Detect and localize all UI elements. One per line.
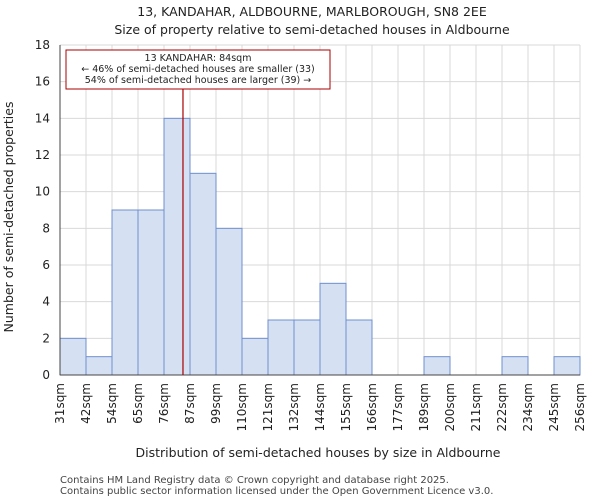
x-tick-label: 99sqm	[209, 383, 223, 424]
y-tick-label: 16	[35, 75, 50, 89]
footer-line-2: Contains public sector information licen…	[60, 486, 493, 497]
histogram-bar	[501, 356, 529, 376]
x-tick-label: 76sqm	[157, 383, 171, 424]
x-tick-label: 121sqm	[261, 383, 275, 431]
x-tick-label: 234sqm	[521, 383, 535, 431]
annotation-box	[65, 49, 331, 90]
y-axis-title: Number of semi-detached properties	[1, 102, 16, 333]
histogram-bar	[85, 356, 113, 376]
y-tick-label: 2	[42, 331, 50, 345]
histogram-bar	[553, 356, 581, 376]
x-tick-label: 155sqm	[339, 383, 353, 431]
footer-line-1: Contains HM Land Registry data © Crown c…	[60, 475, 449, 486]
x-tick-label: 245sqm	[547, 383, 561, 431]
x-tick-label: 200sqm	[443, 383, 457, 431]
x-tick-label: 54sqm	[105, 383, 119, 424]
x-tick-label: 65sqm	[131, 383, 145, 424]
annotation-smaller: ← 46% of semi-detached houses are smalle…	[81, 64, 315, 75]
bars-group	[59, 117, 581, 376]
annotation-larger: 54% of semi-detached houses are larger (…	[85, 75, 312, 86]
x-tick-label: 189sqm	[417, 383, 431, 431]
histogram-bar	[319, 282, 347, 376]
y-tick-label: 18	[35, 38, 50, 52]
histogram-bar	[189, 172, 217, 376]
x-tick-label: 31sqm	[53, 383, 67, 424]
histogram-bar	[267, 319, 295, 376]
histogram-bar	[241, 337, 269, 376]
histogram-bar	[59, 337, 87, 376]
y-tick-label: 14	[35, 111, 50, 125]
y-tick-labels: 0 2 4 6 8 10 12 14 16 18	[35, 38, 50, 382]
annotation-title: 13 KANDAHAR: 84sqm	[145, 53, 252, 64]
histogram-bar	[111, 209, 139, 376]
chart-subtitle: Size of property relative to semi-detach…	[114, 22, 510, 37]
histogram-bar	[163, 117, 191, 376]
y-tick-label: 12	[35, 148, 50, 162]
x-tick-label: 144sqm	[313, 383, 327, 431]
chart-title: 13, KANDAHAR, ALDBOURNE, MARLBOROUGH, SN…	[137, 4, 487, 19]
x-tick-label: 42sqm	[79, 383, 93, 424]
histogram-bar	[293, 319, 321, 376]
histogram-bar	[137, 209, 165, 376]
y-tick-label: 6	[42, 258, 50, 272]
x-tick-label: 256sqm	[573, 383, 587, 431]
x-axis-title: Distribution of semi-detached houses by …	[136, 445, 501, 460]
histogram-bar	[345, 319, 373, 376]
x-tick-label: 222sqm	[495, 383, 509, 431]
histogram-bar	[423, 356, 451, 376]
x-tick-label: 166sqm	[365, 383, 379, 431]
y-tick-label: 0	[42, 368, 50, 382]
x-tick-label: 177sqm	[391, 383, 405, 431]
marker-annotation: 13 KANDAHAR: 84sqm ← 46% of semi-detache…	[65, 49, 331, 90]
y-tick-label: 10	[35, 185, 50, 199]
x-tick-labels: 31sqm 42sqm 54sqm 65sqm 76sqm 87sqm 99sqm 110sq…	[53, 383, 587, 431]
x-tick-label: 87sqm	[183, 383, 197, 424]
y-tick-label: 8	[42, 221, 50, 235]
x-tick-label: 110sqm	[235, 383, 249, 431]
histogram-bar	[215, 227, 243, 376]
y-tick-label: 4	[42, 295, 50, 309]
x-tick-label: 211sqm	[469, 383, 483, 431]
x-tick-label: 132sqm	[287, 383, 301, 431]
